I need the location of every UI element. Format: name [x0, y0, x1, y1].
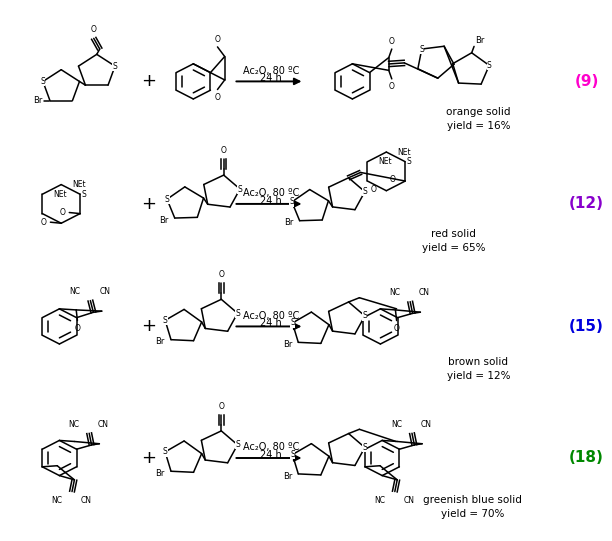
Text: (15): (15) — [569, 319, 604, 334]
Text: O: O — [390, 175, 395, 184]
Text: 24 h: 24 h — [261, 450, 282, 460]
Text: S: S — [289, 197, 294, 206]
Text: O: O — [218, 270, 224, 279]
Text: NC: NC — [391, 420, 402, 429]
Text: Ac₂O, 80 ºC: Ac₂O, 80 ºC — [243, 311, 299, 321]
Text: CN: CN — [80, 496, 91, 505]
Text: O: O — [221, 146, 226, 155]
Text: NEt: NEt — [53, 190, 67, 199]
Text: O: O — [41, 217, 47, 227]
Text: 24 h: 24 h — [261, 196, 282, 206]
Text: O: O — [389, 82, 395, 91]
Text: Br: Br — [155, 469, 165, 478]
Text: (18): (18) — [569, 451, 604, 465]
Text: O: O — [215, 35, 220, 44]
Text: brown solid
yield = 12%: brown solid yield = 12% — [447, 357, 510, 381]
Text: 24 h: 24 h — [261, 73, 282, 83]
Text: Br: Br — [159, 216, 169, 225]
Text: Br: Br — [155, 337, 165, 346]
Text: red solid
yield = 65%: red solid yield = 65% — [422, 229, 485, 254]
Text: S: S — [290, 319, 295, 327]
Text: NC: NC — [374, 496, 385, 505]
Text: Ac₂O, 80 ºC: Ac₂O, 80 ºC — [243, 443, 299, 452]
Text: CN: CN — [403, 496, 414, 505]
Text: CN: CN — [420, 420, 431, 429]
Text: NEt: NEt — [72, 180, 86, 189]
Text: NEt: NEt — [397, 148, 411, 156]
Text: O: O — [215, 93, 220, 102]
Text: S: S — [235, 309, 240, 318]
Text: O: O — [371, 185, 377, 194]
Text: (12): (12) — [569, 196, 604, 212]
Text: CN: CN — [97, 420, 108, 429]
Text: S: S — [165, 195, 170, 204]
Text: S: S — [362, 312, 367, 320]
Text: NEt: NEt — [378, 157, 392, 166]
Text: Br: Br — [283, 340, 293, 349]
Text: (9): (9) — [575, 74, 599, 89]
Text: O: O — [75, 324, 80, 333]
Text: O: O — [60, 208, 65, 217]
Text: S: S — [487, 61, 491, 70]
Text: S: S — [362, 443, 367, 452]
Text: S: S — [237, 184, 242, 194]
Text: S: S — [40, 77, 45, 86]
Text: NC: NC — [51, 496, 62, 505]
Text: CN: CN — [419, 288, 430, 298]
Text: Ac₂O, 80 ºC: Ac₂O, 80 ºC — [243, 188, 299, 198]
Text: +: + — [141, 72, 156, 90]
Text: O: O — [218, 401, 224, 411]
Text: orange solid
yield = 16%: orange solid yield = 16% — [446, 107, 511, 131]
Text: O: O — [394, 324, 400, 333]
Text: Br: Br — [284, 219, 294, 227]
Text: S: S — [419, 44, 424, 54]
Text: S: S — [406, 157, 411, 166]
Text: Ac₂O, 80 ºC: Ac₂O, 80 ºC — [243, 66, 299, 76]
Text: S: S — [163, 316, 168, 325]
Text: +: + — [141, 195, 156, 213]
Text: Br: Br — [283, 472, 293, 480]
Text: 24 h: 24 h — [261, 318, 282, 328]
Text: greenish blue solid
yield = 70%: greenish blue solid yield = 70% — [423, 495, 522, 519]
Text: +: + — [141, 449, 156, 467]
Text: NC: NC — [69, 287, 80, 296]
Text: O: O — [91, 25, 97, 34]
Text: S: S — [163, 447, 168, 457]
Text: Br: Br — [475, 36, 484, 45]
Text: S: S — [290, 450, 295, 459]
Text: NC: NC — [390, 288, 401, 298]
Text: O: O — [389, 37, 395, 46]
Text: S: S — [235, 440, 240, 450]
Text: NC: NC — [69, 420, 80, 429]
Text: S: S — [113, 62, 118, 71]
Text: CN: CN — [99, 287, 110, 296]
Text: S: S — [362, 187, 367, 196]
Text: S: S — [81, 190, 86, 199]
Text: Br: Br — [33, 96, 43, 105]
Text: +: + — [141, 318, 156, 335]
